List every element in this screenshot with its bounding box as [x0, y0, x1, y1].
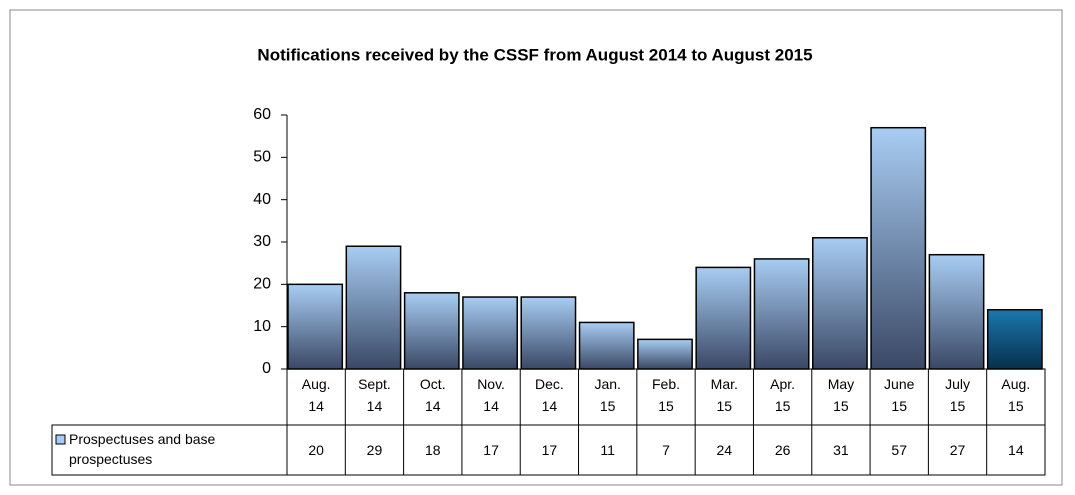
bar: [403, 292, 460, 370]
y-tick-label: 40: [253, 191, 271, 208]
y-tick-label: 10: [253, 318, 271, 335]
table-value: 18: [424, 442, 441, 458]
table-value: 17: [483, 442, 499, 458]
bar: [812, 237, 868, 370]
table-value: 27: [949, 442, 966, 458]
bar: [870, 126, 927, 370]
bar: [637, 338, 693, 370]
x-tick-label: Feb. 15: [651, 376, 680, 414]
x-tick-label: June 15: [884, 376, 915, 414]
table-value: 29: [366, 442, 383, 458]
chart-title: Notifications received by the CSSF from …: [257, 45, 812, 64]
x-tick-label: May 15: [827, 376, 855, 414]
table-value: 31: [833, 442, 849, 458]
legend-cell: [51, 424, 288, 476]
x-tick-label: Aug. 15: [1001, 376, 1031, 414]
table-value: 14: [1008, 442, 1024, 458]
table-value: 57: [891, 442, 907, 458]
bar: [695, 266, 752, 370]
x-tick-label: Sept. 14: [358, 376, 391, 414]
x-tick-label: Jan. 15: [594, 376, 621, 414]
table-value: 20: [308, 442, 324, 458]
x-tick-label: Apr. 15: [770, 376, 796, 414]
table-value: 7: [662, 442, 670, 458]
table-value: 17: [541, 442, 558, 458]
table-value: 26: [774, 442, 791, 458]
bar: [928, 253, 985, 370]
bar: [986, 308, 1043, 370]
legend-swatch: [55, 434, 66, 445]
bar: [345, 245, 402, 370]
bar: [520, 296, 577, 370]
bar: [462, 296, 518, 370]
y-tick-label: 20: [253, 276, 271, 293]
x-tick-label: Nov. 14: [477, 376, 505, 414]
y-tick-label: 30: [253, 233, 271, 250]
legend-label: Prospectuses and base prospectuses: [69, 431, 216, 467]
x-tick-label: Mar. 15: [710, 376, 738, 414]
chart-frame: [9, 9, 1063, 486]
x-tick-label: Dec. 14: [534, 376, 564, 414]
table-value: 24: [716, 442, 733, 458]
bar: [287, 283, 344, 370]
bar: [578, 321, 635, 370]
x-tick-label: July 15: [945, 376, 970, 414]
x-tick-label: Aug. 14: [301, 376, 331, 414]
x-tick-label: Oct. 14: [419, 376, 446, 414]
y-tick-label: 50: [253, 149, 271, 166]
y-tick-label: 60: [253, 106, 271, 123]
y-tick-label: 0: [262, 360, 271, 377]
bar: [753, 258, 810, 370]
table-value: 11: [600, 442, 615, 458]
